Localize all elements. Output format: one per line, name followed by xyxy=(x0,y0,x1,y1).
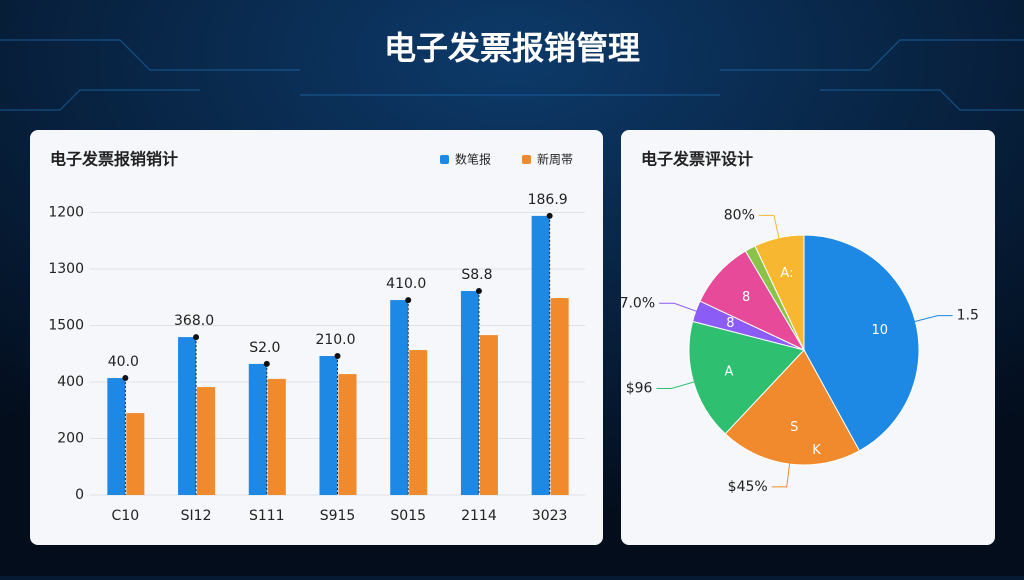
point xyxy=(334,353,341,360)
x-tick-label: S111 xyxy=(249,508,285,524)
x-tick-label: SI12 xyxy=(181,508,212,524)
point xyxy=(193,334,200,341)
bar xyxy=(126,413,145,495)
bar xyxy=(338,374,357,495)
bar xyxy=(531,215,550,495)
point xyxy=(405,297,412,304)
x-tick-label: S015 xyxy=(390,508,426,524)
point xyxy=(475,288,482,295)
point xyxy=(122,375,129,382)
leader-line xyxy=(771,452,792,488)
point xyxy=(263,360,270,367)
slice-label: S xyxy=(790,420,798,435)
legend-label: 新周帯 xyxy=(537,152,573,167)
bar xyxy=(479,335,498,495)
slice-label: 8 xyxy=(726,316,734,331)
y-tick-label: 400 xyxy=(57,374,84,390)
bar xyxy=(409,350,428,495)
outer-label: $96 xyxy=(626,381,653,397)
point-label: 410.0 xyxy=(386,276,426,292)
x-tick-label: C10 xyxy=(112,508,140,524)
point-label: 210.0 xyxy=(315,332,355,348)
outer-label: 1.5 xyxy=(957,308,979,324)
outer-label: 80% xyxy=(724,207,755,223)
leader-line xyxy=(904,315,953,325)
bar xyxy=(390,300,409,495)
slice-label: K xyxy=(812,443,821,458)
legend-swatch xyxy=(440,155,449,164)
y-tick-label: 1200 xyxy=(48,205,84,221)
card-title: 电子发票评设计 xyxy=(641,150,753,169)
bar xyxy=(197,387,216,495)
point xyxy=(546,212,553,219)
y-tick-label: 0 xyxy=(75,487,84,503)
point-label: 186.9 xyxy=(528,192,568,208)
point-label: 40.0 xyxy=(108,354,139,370)
x-tick-label: 2114 xyxy=(461,508,497,524)
circuit-decor xyxy=(0,39,1024,111)
legend-swatch xyxy=(522,155,531,164)
bar-card xyxy=(30,130,603,545)
page-title: 电子发票报销管理 xyxy=(384,29,640,67)
bar xyxy=(550,298,569,495)
legend-label: 数笔报 xyxy=(455,152,491,167)
leader-line xyxy=(659,302,707,316)
x-tick-label: S915 xyxy=(320,508,356,524)
leader-line xyxy=(656,378,705,390)
bar xyxy=(460,291,479,495)
bar xyxy=(248,363,267,495)
bar xyxy=(267,378,286,495)
point-label: S2.0 xyxy=(249,340,280,356)
y-tick-label: 200 xyxy=(57,431,84,447)
bar xyxy=(107,378,126,495)
bar xyxy=(319,356,338,495)
bar xyxy=(178,337,197,495)
point-label: S8.8 xyxy=(461,267,492,283)
y-tick-label: 1300 xyxy=(48,261,84,277)
slice-label: A: xyxy=(780,266,793,281)
slice-label: 8 xyxy=(742,290,750,305)
outer-label: 7.0% xyxy=(620,295,656,311)
outer-label: $45% xyxy=(728,479,768,495)
x-tick-label: 3023 xyxy=(532,508,568,524)
slice-label: A xyxy=(724,364,733,379)
slice-label: 10 xyxy=(871,323,888,338)
point-label: 368.0 xyxy=(174,313,214,329)
leader-line xyxy=(758,214,782,250)
y-tick-label: 1500 xyxy=(48,318,84,334)
card-title: 电子发票报销销计 xyxy=(50,150,178,169)
